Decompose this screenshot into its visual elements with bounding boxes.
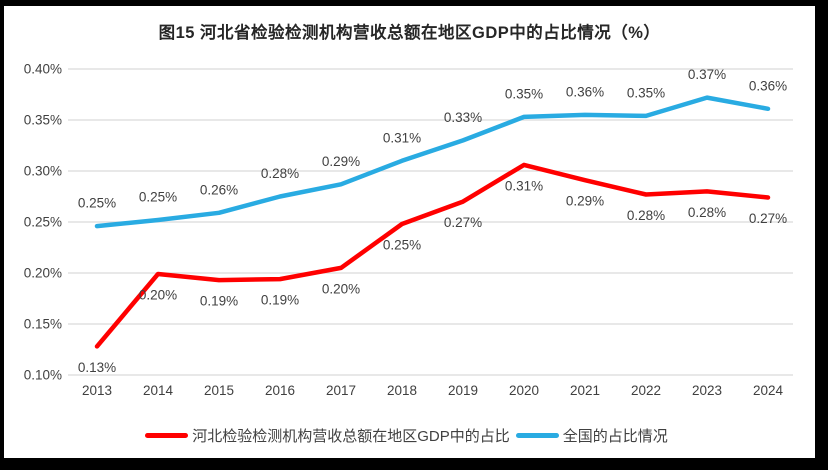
series-line-1: [94, 95, 771, 229]
y-axis-tick-label: 0.40%: [24, 62, 62, 77]
data-label-series-0: 0.19%: [261, 293, 299, 308]
data-label-series-1: 0.36%: [749, 78, 787, 93]
y-axis-tick-label: 0.10%: [24, 368, 62, 383]
data-label-series-0: 0.13%: [78, 360, 116, 375]
data-label-series-1: 0.33%: [444, 110, 482, 125]
y-axis-tick-label: 0.25%: [24, 215, 62, 230]
data-label-series-1: 0.36%: [566, 84, 604, 99]
data-label-series-1: 0.29%: [322, 154, 360, 169]
chart-legend: 河北检验检测机构营收总额在地区GDP中的占比 全国的占比情况: [4, 424, 815, 446]
data-label-series-1: 0.26%: [200, 182, 238, 197]
x-axis-tick-label: 2015: [204, 383, 234, 398]
x-axis-tick-label: 2019: [448, 383, 478, 398]
legend-swatch-hebei-series: [145, 432, 189, 438]
data-label-series-0: 0.20%: [322, 281, 360, 296]
legend-swatch-national-series: [515, 432, 559, 438]
data-label-series-1: 0.25%: [78, 196, 116, 211]
x-axis-tick-label: 2016: [265, 383, 295, 398]
data-label-series-0: 0.19%: [200, 294, 238, 309]
x-axis-tick-label: 2014: [143, 383, 174, 398]
y-axis-tick-label: 0.35%: [24, 113, 62, 128]
data-label-series-0: 0.31%: [505, 178, 543, 193]
x-axis-tick-label: 2022: [631, 383, 661, 398]
y-axis-tick-label: 0.30%: [24, 164, 62, 179]
x-axis-tick-label: 2021: [570, 383, 600, 398]
data-label-series-1: 0.25%: [139, 189, 177, 204]
x-axis-tick-label: 2013: [82, 383, 112, 398]
data-label-series-0: 0.25%: [383, 238, 421, 253]
line-chart-plot-area: 0.40% 0.35% 0.30% 0.25% 0.20% 0.15% 0.10% 2013 2…: [24, 62, 793, 398]
x-axis-tick-label: 2017: [326, 383, 356, 398]
data-label-series-0: 0.28%: [688, 205, 726, 220]
data-label-series-0: 0.20%: [139, 288, 177, 303]
y-axis-tick-label: 0.15%: [24, 317, 62, 332]
x-axis-tick-label: 2018: [387, 383, 417, 398]
legend-label-hebei-series: 河北检验检测机构营收总额在地区GDP中的占比: [192, 427, 510, 445]
y-axis-tick-label: 0.20%: [24, 266, 62, 281]
data-label-series-0: 0.29%: [566, 194, 604, 209]
legend-label-national-series: 全国的占比情况: [562, 427, 668, 445]
series-line-0: [94, 162, 771, 349]
x-axis-tick-label: 2023: [692, 383, 722, 398]
chart-title: 图15 河北省检验检测机构营收总额在地区GDP中的占比情况（%）: [158, 24, 661, 42]
x-axis-tick-label: 2020: [509, 383, 539, 398]
x-axis-tick-label: 2024: [753, 383, 784, 398]
data-label-series-1: 0.37%: [688, 67, 726, 82]
data-label-series-1: 0.35%: [627, 85, 665, 100]
chart-canvas: 图15 河北省检验检测机构营收总额在地区GDP中的占比情况（%） 0.40% 0.…: [4, 6, 815, 458]
data-label-series-0: 0.28%: [627, 208, 665, 223]
data-label-series-0: 0.27%: [749, 211, 787, 226]
data-label-series-1: 0.35%: [505, 86, 543, 101]
data-label-series-1: 0.28%: [261, 166, 299, 181]
data-label-series-1: 0.31%: [383, 130, 421, 145]
data-label-series-0: 0.27%: [444, 215, 482, 230]
